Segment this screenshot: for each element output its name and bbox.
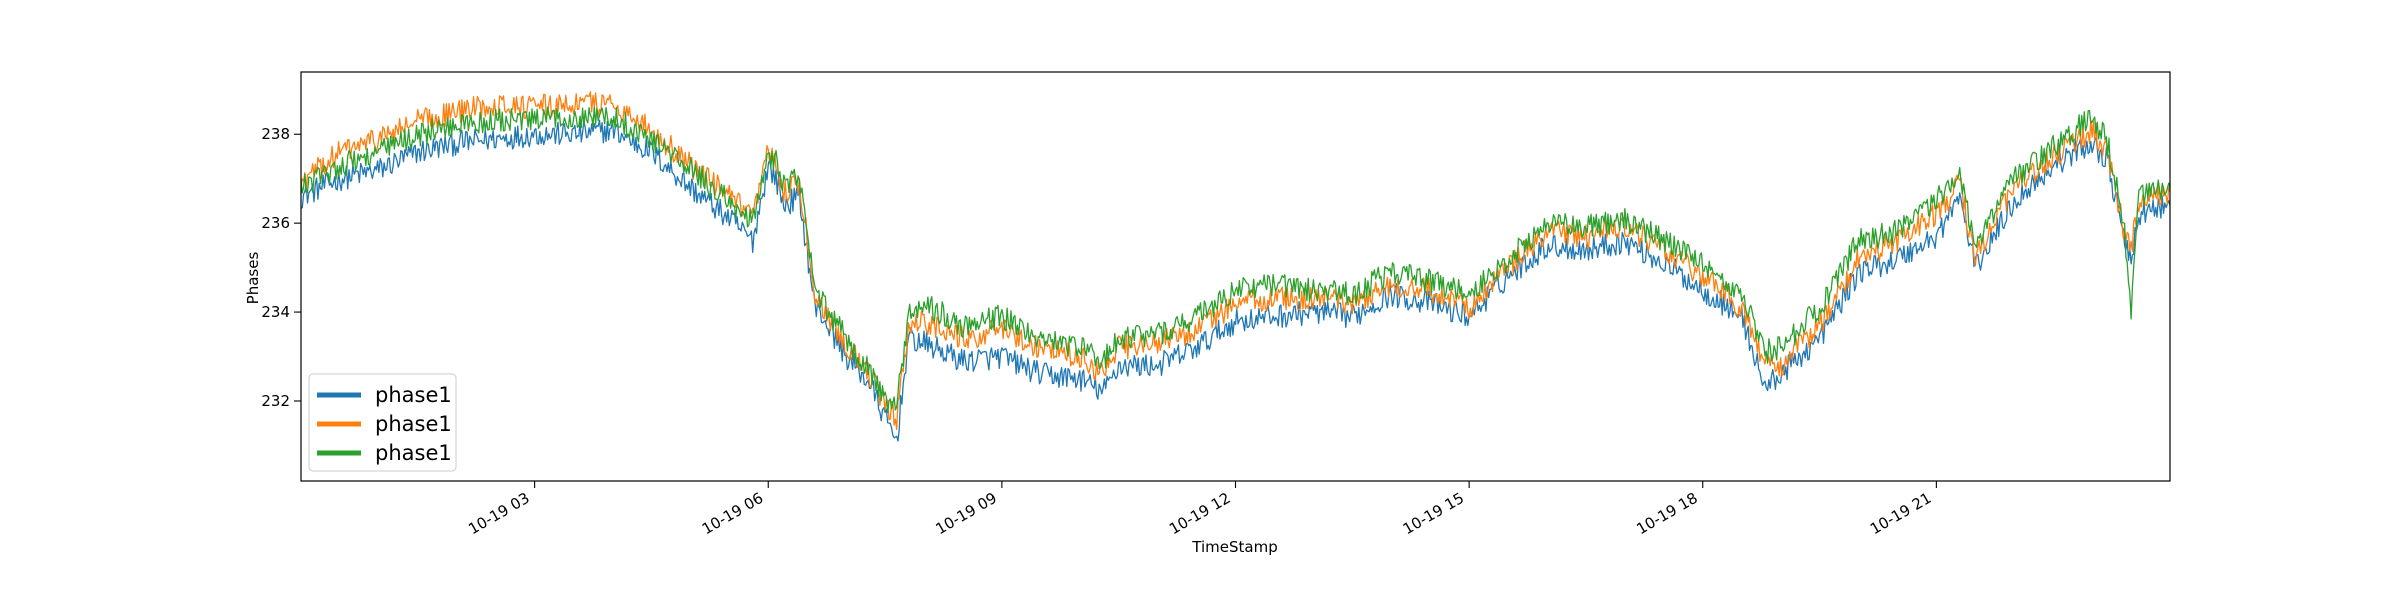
y-tick-label: 236 (261, 214, 290, 232)
y-tick-label: 238 (261, 125, 290, 143)
x-tick-label: 10-19 12 (1166, 489, 1233, 538)
series-line-3 (301, 106, 2170, 414)
x-axis-label: TimeStamp (1191, 538, 1277, 556)
y-tick-label: 234 (261, 303, 290, 321)
series-line-1 (301, 119, 2170, 442)
legend: phase1 phase1 phase1 (308, 373, 457, 472)
legend-label-2: phase1 (375, 412, 452, 436)
x-tick-label: 10-19 15 (1400, 489, 1467, 538)
x-tick-label: 10-19 21 (1867, 489, 1934, 538)
x-tick-label: 10-19 18 (1633, 489, 1700, 538)
plot-lines (301, 91, 2170, 442)
legend-box (308, 373, 457, 472)
x-tick-label: 10-19 03 (465, 489, 532, 538)
x-tick-label: 10-19 09 (932, 489, 999, 538)
x-tick-label: 10-19 06 (699, 489, 766, 538)
y-tick-label: 232 (261, 392, 290, 410)
y-axis: 232 234 236 238 (261, 125, 301, 410)
x-axis: 10-19 03 10-19 06 10-19 09 10-19 12 10-19 15… (465, 481, 1937, 538)
y-axis-label: Phases (244, 252, 262, 305)
series-line-2 (301, 91, 2170, 431)
legend-label-3: phase1 (375, 441, 452, 465)
legend-label-1: phase1 (375, 383, 452, 407)
